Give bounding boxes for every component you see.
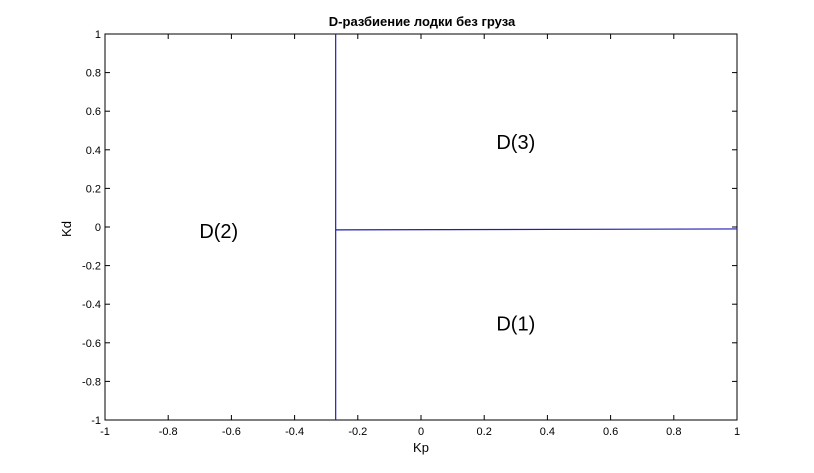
y-tick-label: 0.6: [86, 106, 101, 118]
y-tick-label: 0.2: [86, 183, 101, 195]
y-tick-label: -0.2: [82, 261, 101, 273]
x-tick-label: -0.4: [285, 426, 304, 438]
x-tick-label: 0.4: [540, 426, 555, 438]
region-label-3: D(1): [496, 314, 535, 336]
plot-area: -1 -0.8 -0.6 -0.4 -0.2 0 0.2 0.4 0.6 0.8 1 -1 -0.8 -0…: [82, 29, 740, 438]
y-tick-label: 0.8: [86, 68, 101, 80]
x-tick-label: -0.2: [348, 426, 367, 438]
x-tick-label: 0: [418, 426, 424, 438]
series-line-2: [335, 228, 738, 231]
y-tick-label: -0.4: [82, 299, 101, 311]
x-axis-label: Kp: [413, 440, 429, 455]
x-tick-label: 0.6: [603, 426, 618, 438]
chart-title: D-разбиение лодки без груза: [329, 14, 516, 29]
region-label-2: D(2): [199, 221, 238, 243]
y-tick-label: 1: [95, 29, 101, 41]
x-tick-label: -0.6: [222, 426, 241, 438]
y-axis-label: Kd: [59, 221, 74, 237]
x-tick-label: -1: [100, 426, 110, 438]
x-tick-label: 0.8: [666, 426, 681, 438]
y-tick-label: -0.8: [82, 376, 101, 388]
y-tick-label: 0: [95, 222, 101, 234]
x-tick-label: 0.2: [477, 426, 492, 438]
y-tick-label: -0.6: [82, 338, 101, 350]
region-label-1: D(3): [496, 132, 535, 154]
y-tick-label: 0.4: [86, 145, 101, 157]
y-tick-label: -1: [91, 415, 101, 427]
x-tick-label: -0.8: [159, 426, 178, 438]
x-tick-label: 1: [734, 426, 740, 438]
